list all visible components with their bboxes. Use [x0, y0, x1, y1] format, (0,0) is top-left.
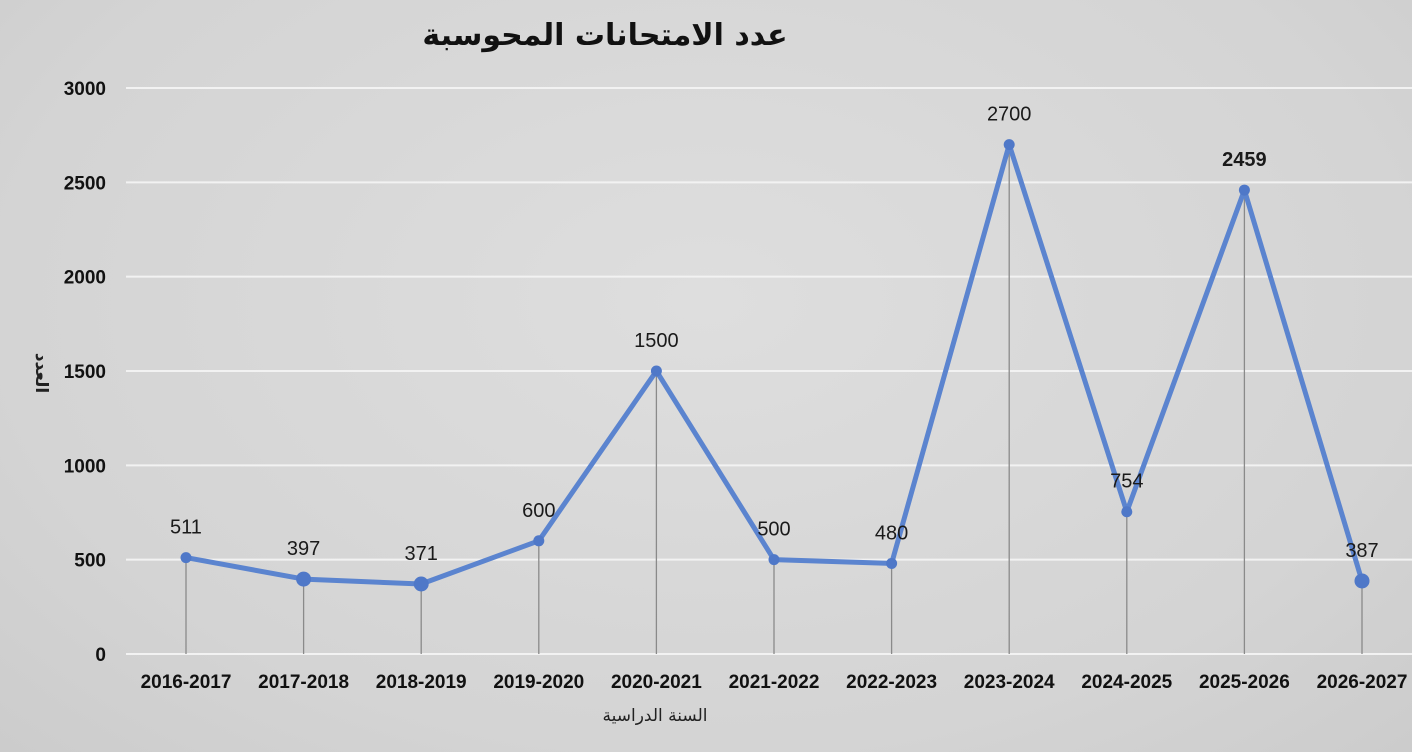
data-labels: 511 397 371 600 1500 500 480 2700 754 2459 387: [170, 104, 1379, 565]
x-tick-label: 2017-2018: [258, 672, 349, 693]
data-point: [413, 576, 429, 592]
data-point: [886, 557, 898, 569]
y-tick-label: 2500: [64, 173, 106, 194]
y-tick-label: 1000: [64, 456, 106, 477]
y-tick-label: 0: [95, 645, 106, 666]
x-tick-label: 2019-2020: [493, 672, 584, 693]
chart-text: عدد الامتحانات المحوسبة السنة الدراسية ا…: [31, 18, 788, 726]
y-axis-label: العدد: [31, 353, 51, 393]
chart-title: عدد الامتحانات المحوسبة: [422, 18, 787, 53]
data-point: [1354, 573, 1370, 589]
x-tick-label: 2026-2027: [1317, 672, 1408, 693]
data-label: 754: [1110, 471, 1143, 493]
x-tick-labels: 2016-2017 2017-2018 2018-2019 2019-2020 2020…: [141, 672, 1408, 693]
x-tick-label: 2018-2019: [376, 672, 467, 693]
data-point: [650, 365, 662, 377]
y-tick-label: 500: [74, 551, 106, 572]
data-label: 500: [757, 519, 790, 541]
data-label: 511: [170, 517, 202, 539]
x-tick-label: 2023-2024: [964, 672, 1055, 693]
data-point: [768, 554, 780, 566]
data-point: [1121, 506, 1133, 518]
x-tick-label: 2020-2021: [611, 672, 702, 693]
x-tick-label: 2025-2026: [1199, 672, 1290, 693]
data-point: [296, 571, 312, 587]
y-tick-labels: 0 500 1000 1500 2000 2500 3000: [64, 79, 106, 666]
data-point: [533, 535, 545, 547]
y-tick-label: 2000: [64, 268, 106, 289]
x-tick-label: 2016-2017: [141, 672, 232, 693]
data-label: 2700: [987, 104, 1032, 126]
data-point: [1238, 184, 1250, 196]
drop-lines: [185, 144, 1363, 654]
x-tick-label: 2022-2023: [846, 672, 937, 693]
data-label: 600: [522, 500, 555, 522]
data-label: 371: [405, 543, 438, 565]
gridlines: [126, 87, 1412, 655]
data-label: 397: [287, 538, 320, 560]
data-point: [180, 552, 192, 564]
x-tick-label: 2021-2022: [729, 672, 820, 693]
x-axis-label: السنة الدراسية: [603, 706, 708, 726]
data-label: 480: [875, 522, 908, 544]
data-label: 1500: [634, 330, 679, 352]
data-point: [1003, 139, 1015, 151]
y-tick-label: 1500: [64, 362, 106, 383]
series-markers: [180, 139, 1370, 592]
data-label: 2459: [1222, 149, 1267, 171]
x-tick-label: 2024-2025: [1081, 672, 1172, 693]
y-tick-label: 3000: [64, 79, 106, 100]
data-label: 387: [1345, 540, 1378, 562]
